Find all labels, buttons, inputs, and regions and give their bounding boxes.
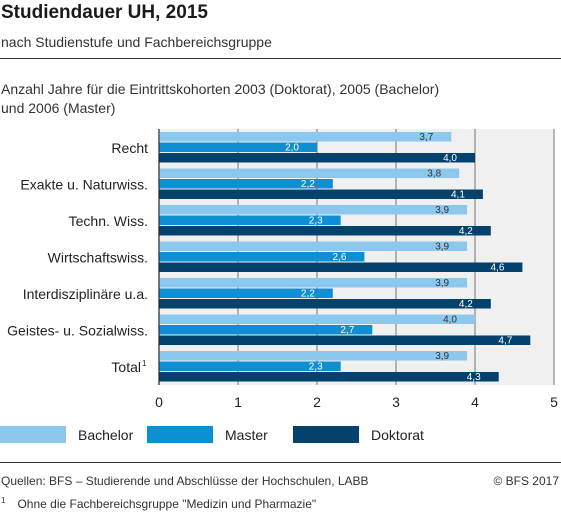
category-label: Geistes- u. Sozialwiss. bbox=[7, 322, 148, 338]
chart-description: Anzahl Jahre für die Eintrittskohorten 2… bbox=[1, 80, 521, 118]
chart-title: Studiendauer UH, 2015 bbox=[1, 2, 208, 23]
category-label: Interdisziplinäre u.a. bbox=[23, 286, 148, 302]
bar-bachelor bbox=[159, 314, 475, 324]
bar-bachelor bbox=[159, 205, 468, 215]
bar-doktorat bbox=[159, 189, 483, 199]
bar-bachelor bbox=[159, 132, 452, 142]
bar-doktorat bbox=[159, 299, 491, 309]
description-line-1: Anzahl Jahre für die Eintrittskohorten 2… bbox=[1, 81, 440, 97]
bar-value-label-master: 2,3 bbox=[309, 362, 323, 373]
category-label: Recht bbox=[111, 140, 148, 156]
bar-master bbox=[159, 215, 341, 225]
bar-value-label-doktorat: 4,7 bbox=[498, 336, 512, 347]
bar-value-label-doktorat: 4,6 bbox=[490, 263, 504, 274]
legend-label-bachelor: Bachelor bbox=[78, 427, 134, 443]
category-label: Total bbox=[111, 359, 141, 375]
bar-value-label-bachelor: 3,9 bbox=[435, 205, 449, 216]
bar-value-label-master: 2,2 bbox=[301, 179, 315, 190]
bar-master bbox=[159, 179, 333, 189]
bar-doktorat bbox=[159, 372, 499, 382]
category-label: Exakte u. Naturwiss. bbox=[20, 176, 148, 192]
legend-label-doktorat: Doktorat bbox=[371, 427, 424, 443]
copyright-note: © BFS 2017 bbox=[493, 474, 559, 488]
bar-value-label-master: 2,7 bbox=[340, 325, 354, 336]
bar-bachelor bbox=[159, 241, 468, 251]
category-label: Wirtschaftswiss. bbox=[48, 249, 148, 265]
category-label: Techn. Wiss. bbox=[69, 213, 148, 229]
bar-value-label-master: 2,3 bbox=[309, 216, 323, 227]
bottom-divider bbox=[0, 462, 561, 463]
bar-value-label-doktorat: 4,3 bbox=[467, 372, 481, 383]
bar-master bbox=[159, 288, 333, 298]
x-tick-label: 2 bbox=[313, 394, 321, 410]
chart-legend: Bachelor Master Doktorat bbox=[0, 426, 561, 446]
footnote: 1 Ohne die Fachbereichsgruppe "Medizin un… bbox=[1, 496, 316, 511]
bar-value-label-doktorat: 4,2 bbox=[459, 226, 473, 237]
bar-doktorat bbox=[159, 226, 491, 236]
legend-swatch-doktorat bbox=[293, 426, 359, 443]
bar-value-label-master: 2,2 bbox=[301, 289, 315, 300]
source-note: Quellen: BFS – Studierende und Abschlüss… bbox=[1, 474, 369, 488]
bar-value-label-bachelor: 3,9 bbox=[435, 278, 449, 289]
bar-value-label-doktorat: 4,2 bbox=[459, 299, 473, 310]
bar-value-label-bachelor: 3,8 bbox=[427, 169, 441, 180]
bar-chart: 3,7 2,0 4,0 Recht 3,8 2,2 4,1 Exakte u. Naturwi… bbox=[7, 129, 558, 410]
bar-master bbox=[159, 252, 365, 262]
bar-doktorat bbox=[159, 335, 531, 345]
x-tick-label: 3 bbox=[392, 394, 400, 410]
bar-value-label-bachelor: 3,9 bbox=[435, 351, 449, 362]
legend-label-master: Master bbox=[225, 427, 268, 443]
chart-subtitle: nach Studienstufe und Fachbereichsgruppe bbox=[1, 34, 272, 50]
category-footnote-mark: 1 bbox=[142, 359, 147, 368]
bar-master bbox=[159, 361, 341, 371]
bar-bachelor bbox=[159, 351, 468, 361]
x-tick-label: 5 bbox=[550, 394, 558, 410]
bar-value-label-master: 2,6 bbox=[332, 252, 346, 263]
x-tick-label: 4 bbox=[471, 394, 479, 410]
description-line-2: und 2006 (Master) bbox=[1, 100, 116, 116]
footnote-text: Ohne die Fachbereichsgruppe "Medizin und… bbox=[17, 497, 317, 511]
bar-value-label-bachelor: 3,7 bbox=[419, 132, 433, 143]
bar-doktorat bbox=[159, 153, 475, 163]
bar-master bbox=[159, 325, 373, 335]
bar-master bbox=[159, 142, 317, 152]
top-divider bbox=[0, 58, 561, 59]
bar-bachelor bbox=[159, 278, 468, 288]
bar-doktorat bbox=[159, 262, 523, 272]
bar-value-label-doktorat: 4,1 bbox=[451, 190, 465, 201]
bar-bachelor bbox=[159, 168, 460, 178]
bar-value-label-bachelor: 4,0 bbox=[443, 315, 457, 326]
footnote-mark: 1 bbox=[1, 496, 6, 505]
bar-value-label-bachelor: 3,9 bbox=[435, 242, 449, 253]
legend-swatch-master bbox=[147, 426, 213, 443]
x-tick-label: 1 bbox=[234, 394, 242, 410]
bar-value-label-doktorat: 4,0 bbox=[443, 153, 457, 164]
legend-swatch-bachelor bbox=[0, 426, 66, 443]
bar-value-label-master: 2,0 bbox=[285, 143, 299, 154]
x-tick-label: 0 bbox=[155, 394, 163, 410]
